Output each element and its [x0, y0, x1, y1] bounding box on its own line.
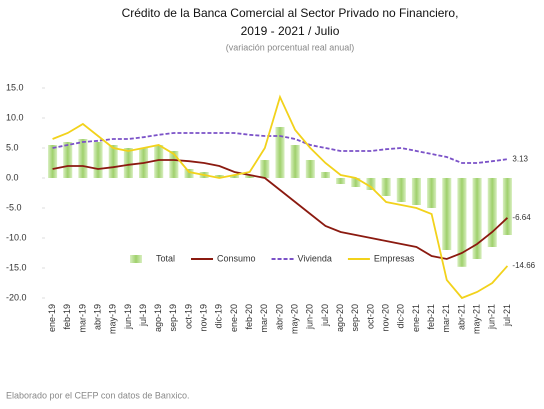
- bar: [351, 178, 361, 187]
- x-tick-label: dic-20: [396, 304, 406, 329]
- bar: [184, 169, 194, 178]
- bar: [108, 145, 118, 178]
- y-label: (variación porcentual real anual): [226, 42, 355, 52]
- x-tick-label: ago-19: [153, 304, 163, 332]
- x-tick-label: mar-20: [259, 304, 269, 333]
- bar: [305, 160, 315, 178]
- bar: [381, 178, 391, 196]
- y-tick-label: -5.0: [6, 202, 22, 212]
- line-consumo: [52, 159, 509, 260]
- x-tick-label: abr-19: [92, 304, 102, 330]
- x-tick-label: oct-19: [183, 304, 193, 329]
- x-tick-label: jun-20: [305, 304, 315, 330]
- y-tick-label: -20.0: [6, 292, 27, 302]
- data-label: 3.13: [512, 154, 528, 163]
- y-tick-label: -15.0: [6, 262, 27, 272]
- legend-label: Consumo: [217, 253, 256, 263]
- bar: [411, 178, 421, 205]
- x-tick-label: may-21: [471, 304, 481, 334]
- x-tick-label: sep-20: [350, 304, 360, 332]
- x-tick-label: jul-20: [320, 304, 330, 327]
- x-tick-label: jul-19: [138, 304, 148, 327]
- bar: [396, 178, 406, 202]
- x-tick-label: feb-20: [244, 304, 254, 330]
- legend-label: Vivienda: [298, 253, 332, 263]
- x-tick-label: mar-19: [77, 304, 87, 333]
- x-tick-label: abr-20: [274, 304, 284, 330]
- legend-label: Total: [156, 253, 175, 263]
- bar: [260, 160, 270, 178]
- bar: [154, 145, 164, 178]
- bar: [123, 148, 133, 178]
- x-tick-label: feb-19: [62, 304, 72, 330]
- y-tick-label: 10.0: [6, 112, 24, 122]
- line-vivienda: [52, 132, 508, 164]
- x-tick-label: ene-21: [411, 304, 421, 332]
- x-tick-label: sep-19: [168, 304, 178, 332]
- bar: [275, 127, 285, 178]
- bar: [427, 178, 437, 208]
- bar: [487, 178, 497, 247]
- x-tick-label: may-20: [290, 304, 300, 334]
- data-label: -14.66: [512, 261, 535, 270]
- bar: [245, 175, 255, 178]
- y-tick-label: 15.0: [6, 82, 24, 92]
- x-tick-label: mar-21: [441, 304, 451, 333]
- x-tick-label: feb-21: [426, 304, 436, 330]
- bar: [93, 142, 103, 178]
- y-tick-label: 5.0: [6, 142, 19, 152]
- bar: [366, 178, 376, 190]
- chart-subtitle: 2019 - 2021 / Julio: [241, 24, 340, 38]
- x-tick-label: nov-20: [381, 304, 391, 332]
- chart-title: Crédito de la Banca Comercial al Sector …: [122, 6, 459, 20]
- bar: [63, 142, 73, 178]
- bar: [472, 178, 482, 259]
- bar: [229, 175, 240, 178]
- bar: [290, 145, 300, 178]
- x-tick-label: abr-21: [456, 304, 466, 330]
- x-tick-label: jun-19: [123, 304, 133, 330]
- x-tick-label: jun-21: [487, 304, 497, 330]
- legend-swatch: [130, 255, 142, 263]
- x-tick-label: ene-20: [229, 304, 239, 332]
- bar: [214, 175, 224, 178]
- bar: [320, 172, 331, 178]
- line-empresas: [52, 94, 509, 300]
- bar: [336, 178, 346, 184]
- bar: [457, 178, 467, 267]
- x-tick-label: dic-19: [214, 304, 224, 329]
- y-tick-label: -10.0: [6, 232, 27, 242]
- x-tick-label: ene-19: [47, 304, 57, 332]
- x-tick-label: ago-20: [335, 304, 345, 332]
- bar: [442, 178, 452, 250]
- bar: [502, 178, 512, 235]
- bar: [48, 145, 58, 178]
- bar: [78, 139, 88, 178]
- legend-label: Empresas: [374, 253, 415, 263]
- x-tick-label: may-19: [108, 304, 118, 334]
- x-tick-label: oct-20: [365, 304, 375, 329]
- x-tick-label: jul-21: [502, 304, 512, 327]
- x-tick-label: nov-19: [199, 304, 209, 332]
- data-label: -6.64: [512, 213, 531, 222]
- bar: [169, 151, 179, 178]
- y-tick-label: 0.0: [6, 172, 19, 182]
- source: Elaborado por el CEFP con datos de Banxi…: [6, 390, 189, 400]
